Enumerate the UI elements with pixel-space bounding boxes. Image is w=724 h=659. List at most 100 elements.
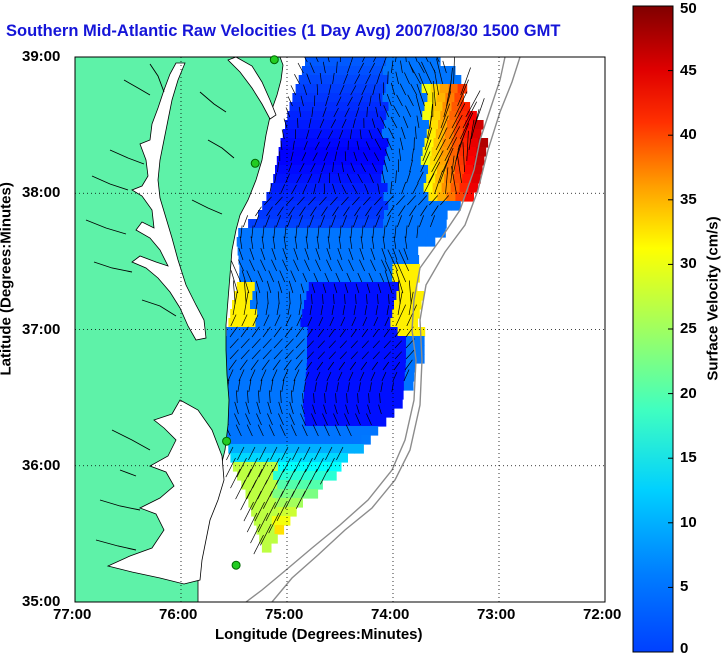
velocity-vector (304, 57, 308, 63)
velocity-cell (305, 426, 316, 436)
velocity-vector (382, 236, 386, 250)
velocity-cell (418, 66, 429, 76)
velocity-vector (278, 413, 284, 426)
velocity-cell (373, 228, 383, 238)
velocity-vector (436, 57, 440, 63)
velocity-cell (397, 138, 408, 148)
velocity-cell (323, 57, 333, 67)
velocity-cell (361, 354, 371, 364)
velocity-vector (340, 316, 346, 327)
velocity-cell (293, 453, 303, 463)
velocity-cell (329, 264, 339, 274)
velocity-cell (223, 381, 234, 391)
velocity-vector (418, 72, 429, 96)
velocity-cell (300, 471, 310, 481)
velocity-vector (269, 479, 279, 497)
velocity-cell (413, 57, 423, 67)
velocity-cell (316, 345, 326, 355)
velocity-vector (434, 69, 440, 96)
velocity-cell (293, 165, 303, 175)
velocity-cell (348, 156, 359, 166)
velocity-cell (436, 66, 447, 76)
velocity-cell (262, 327, 273, 337)
velocity-cell (259, 300, 269, 310)
velocity-vector (341, 184, 347, 195)
velocity-cell (394, 300, 404, 310)
velocity-vector (328, 328, 336, 338)
velocity-vector (429, 195, 438, 206)
velocity-cell (314, 111, 324, 121)
velocity-cell (383, 219, 393, 229)
velocity-vector (327, 361, 335, 371)
velocity-vector (292, 446, 300, 461)
velocity-vector (247, 457, 258, 478)
velocity-cell (350, 426, 361, 436)
velocity-cell (381, 246, 392, 256)
velocity-cell (365, 165, 375, 175)
velocity-vector (416, 225, 419, 239)
velocity-cell (400, 66, 411, 76)
velocity-vector (298, 106, 302, 118)
velocity-vector (377, 127, 384, 140)
velocity-cell (347, 273, 357, 283)
velocity-cell (266, 309, 276, 319)
velocity-vector (334, 424, 341, 437)
velocity-cell (437, 219, 447, 229)
velocity-vector (364, 305, 368, 316)
velocity-vector (232, 280, 236, 305)
velocity-vector (308, 196, 316, 206)
velocity-vector (306, 73, 311, 85)
velocity-cell (262, 345, 272, 355)
velocity-vector (273, 338, 283, 349)
velocity-vector (299, 206, 306, 217)
velocity-vector (314, 446, 322, 461)
velocity-vector (280, 140, 283, 151)
velocity-cell (236, 237, 247, 247)
velocity-cell (293, 219, 303, 229)
velocity-vector (444, 137, 458, 162)
velocity-vector (315, 371, 321, 382)
velocity-cell (302, 273, 312, 283)
velocity-vector (258, 457, 269, 478)
velocity-vector (246, 390, 249, 404)
velocity-cell (345, 129, 356, 139)
velocity-vector (363, 152, 369, 162)
velocity-field (222, 57, 489, 555)
velocity-vector (456, 153, 462, 184)
velocity-vector (384, 316, 390, 327)
velocity-vector (429, 215, 436, 228)
velocity-cell (385, 84, 396, 94)
velocity-vector (311, 106, 314, 118)
longitude-tick-label: 77:00 (53, 606, 92, 623)
velocity-cell (397, 345, 407, 355)
velocity-vector (317, 225, 320, 239)
velocity-cell (291, 174, 301, 184)
velocity-cell (295, 462, 306, 472)
velocity-cell (304, 300, 314, 310)
velocity-cell (250, 381, 261, 391)
velocity-cell (401, 264, 411, 274)
velocity-cell (257, 219, 267, 229)
velocity-cell (292, 255, 303, 265)
velocity-cell (352, 102, 363, 112)
velocity-vector (370, 259, 377, 272)
velocity-vector (256, 401, 261, 415)
velocity-vector (366, 283, 371, 294)
velocity-cell (317, 237, 328, 247)
velocity-cell (436, 228, 446, 238)
velocity-vector (257, 390, 260, 404)
velocity-vector (260, 259, 267, 272)
velocity-cell (399, 318, 409, 328)
velocity-vector (380, 61, 386, 74)
velocity-cell (307, 435, 317, 445)
velocity-vector (335, 393, 337, 404)
velocity-vector (336, 446, 344, 461)
velocity-vector (327, 236, 331, 250)
velocity-cell (350, 57, 360, 67)
velocity-cell (395, 111, 405, 121)
velocity-cell (395, 372, 406, 382)
velocity-cell (313, 417, 324, 427)
velocity-cell (399, 174, 409, 184)
velocity-cell (400, 255, 411, 265)
velocity-cell (309, 246, 320, 256)
